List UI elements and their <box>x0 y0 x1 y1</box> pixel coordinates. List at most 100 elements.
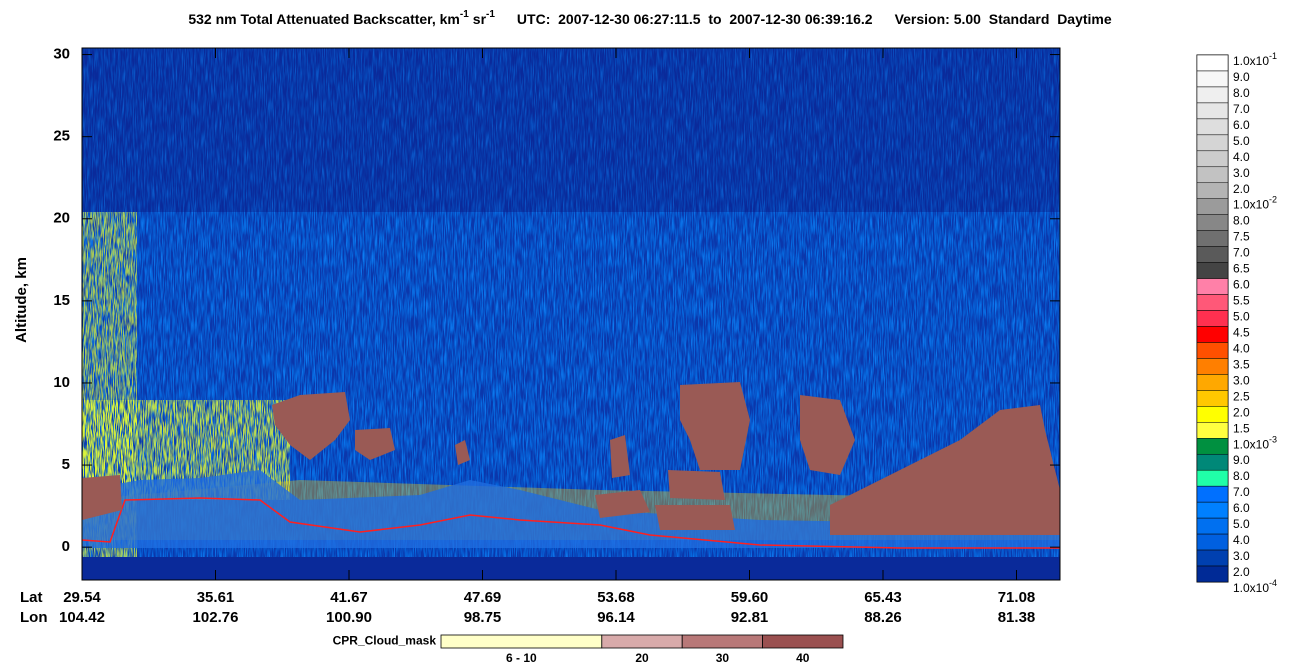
title-unit: sr <box>473 11 487 27</box>
mask-legend-swatch <box>440 634 603 649</box>
x-row-name: Lon <box>20 609 48 626</box>
backscatter-image <box>82 48 1060 580</box>
colorbar-label-exp: -3 <box>1269 435 1277 445</box>
colorbar-label-text: 2.0 <box>1233 182 1250 196</box>
x-tick-label: 53.68 <box>597 589 635 606</box>
colorbar-label: 1.5 <box>1233 421 1250 435</box>
mask-legend-label: 20 <box>635 651 649 665</box>
x-tick-label: 81.38 <box>998 609 1036 626</box>
colorbar-cell <box>1196 70 1229 88</box>
colorbar-label-text: 8.0 <box>1233 469 1250 483</box>
colorbar-label-text: 1.0x10 <box>1233 198 1269 212</box>
colorbar-label-text: 5.0 <box>1233 134 1250 148</box>
colorbar-label-exp: -4 <box>1269 578 1277 588</box>
x-tick-label: 104.42 <box>59 609 105 626</box>
title-exponent: -1 <box>486 9 495 20</box>
colorbar-label-text: 2.0 <box>1233 565 1250 579</box>
x-tick-label: 102.76 <box>193 609 239 626</box>
x-tick-label: 47.69 <box>464 589 502 606</box>
colorbar-label-text: 5.0 <box>1233 517 1250 531</box>
colorbar-label-text: 9.0 <box>1233 453 1250 467</box>
chart-title: 532 nm Total Attenuated Backscatter, km-… <box>188 9 1112 27</box>
x-tick-label: 71.08 <box>998 589 1036 606</box>
colorbar-cell <box>1196 86 1229 104</box>
near-surface <box>82 470 1060 548</box>
colorbar-label: 4.0 <box>1233 342 1250 356</box>
colorbar-label-text: 3.5 <box>1233 358 1250 372</box>
y-tick-label: 30 <box>53 46 70 63</box>
colorbar-label: 2.5 <box>1233 390 1250 404</box>
colorbar-label: 2.0 <box>1233 406 1250 420</box>
colorbar-label-exp: -1 <box>1269 51 1277 61</box>
colorbar-label-text: 8.0 <box>1233 86 1250 100</box>
colorbar-label: 7.0 <box>1233 102 1250 116</box>
y-tick-label: 20 <box>53 210 70 227</box>
colorbar-label-text: 6.0 <box>1233 278 1250 292</box>
colorbar-label: 1.0x10-4 <box>1233 578 1277 595</box>
colorbar-label-text: 1.0x10 <box>1233 437 1269 451</box>
colorbar-label-text: 1.0x10 <box>1233 54 1269 68</box>
title-utc: UTC: 2007-12-30 06:27:11.5 to 2007-12-30… <box>517 11 873 27</box>
colorbar-label-text: 7.0 <box>1233 102 1250 116</box>
colorbar-label: 8.0 <box>1233 469 1250 483</box>
colorbar-label-text: 5.0 <box>1233 310 1250 324</box>
colorbar-label: 1.0x10-2 <box>1233 195 1277 212</box>
colorbar-label-text: 9.0 <box>1233 70 1250 84</box>
mask-legend-swatch <box>762 634 844 649</box>
colorbar-cell <box>1196 485 1229 503</box>
x-tick-label: 98.75 <box>464 609 502 626</box>
colorbar-label: 2.0 <box>1233 565 1250 579</box>
colorbar-label-exp: -2 <box>1269 195 1277 205</box>
colorbar-label-text: 4.0 <box>1233 342 1250 356</box>
colorbar-cell <box>1196 453 1229 471</box>
y-tick-label: 15 <box>53 292 70 309</box>
clouds <box>82 382 1060 535</box>
x-tick-label: 35.61 <box>197 589 235 606</box>
colorbar-label: 5.0 <box>1233 517 1250 531</box>
colorbar-label: 4.0 <box>1233 150 1250 164</box>
colorbar-cell <box>1196 262 1229 279</box>
plot-frame <box>81 47 1061 581</box>
colorbar-cell <box>1196 422 1229 439</box>
x-tick-label: 100.90 <box>326 609 372 626</box>
x-tick-label: 59.60 <box>731 589 769 606</box>
mask-legend-title: CPR_Cloud_mask <box>333 634 437 648</box>
colorbar-label-text: 6.0 <box>1233 118 1250 132</box>
colorbar-cell <box>1196 549 1229 567</box>
colorbar-cell <box>1196 118 1229 136</box>
colorbar-label: 8.0 <box>1233 86 1250 100</box>
colorbar-cell <box>1196 390 1229 407</box>
colorbar-cell <box>1196 102 1229 120</box>
colorbar-cell <box>1196 294 1229 311</box>
colorbar-label: 9.0 <box>1233 70 1250 84</box>
x-tick-label: 65.43 <box>864 589 902 606</box>
colorbar-label-text: 7.5 <box>1233 230 1250 244</box>
colorbar-label-text: 1.0x10 <box>1233 581 1269 595</box>
colorbar-cell <box>1196 150 1229 168</box>
colorbar-label-text: 3.0 <box>1233 374 1250 388</box>
colorbar-label-text: 3.0 <box>1233 166 1250 180</box>
colorbar-label: 3.0 <box>1233 166 1250 180</box>
colorbar-label: 5.0 <box>1233 134 1250 148</box>
y-axis-label: Altitude, km <box>13 257 30 343</box>
colorbar-label: 1.0x10-1 <box>1233 51 1277 68</box>
subsurface <box>82 557 1060 580</box>
colorbar-label: 4.0 <box>1233 533 1250 547</box>
mask-legend-swatch <box>681 634 764 649</box>
colorbar-label-text: 2.5 <box>1233 390 1250 404</box>
colorbar-label: 8.0 <box>1233 214 1250 228</box>
y-tick-label: 10 <box>53 374 70 391</box>
colorbar-label-text: 4.5 <box>1233 326 1250 340</box>
colorbar-cell <box>1196 469 1229 487</box>
colorbar-label: 3.0 <box>1233 374 1250 388</box>
colorbar-label: 3.0 <box>1233 549 1250 563</box>
colorbar-cell <box>1196 278 1229 295</box>
surface-line <box>82 497 1060 549</box>
colorbar-cell <box>1196 326 1229 343</box>
colorbar-label: 3.5 <box>1233 358 1250 372</box>
mask-legend-label: 6 - 10 <box>506 651 537 665</box>
colorbar-label: 5.0 <box>1233 310 1250 324</box>
x-tick-label: 92.81 <box>731 609 769 626</box>
colorbar-label: 4.5 <box>1233 326 1250 340</box>
